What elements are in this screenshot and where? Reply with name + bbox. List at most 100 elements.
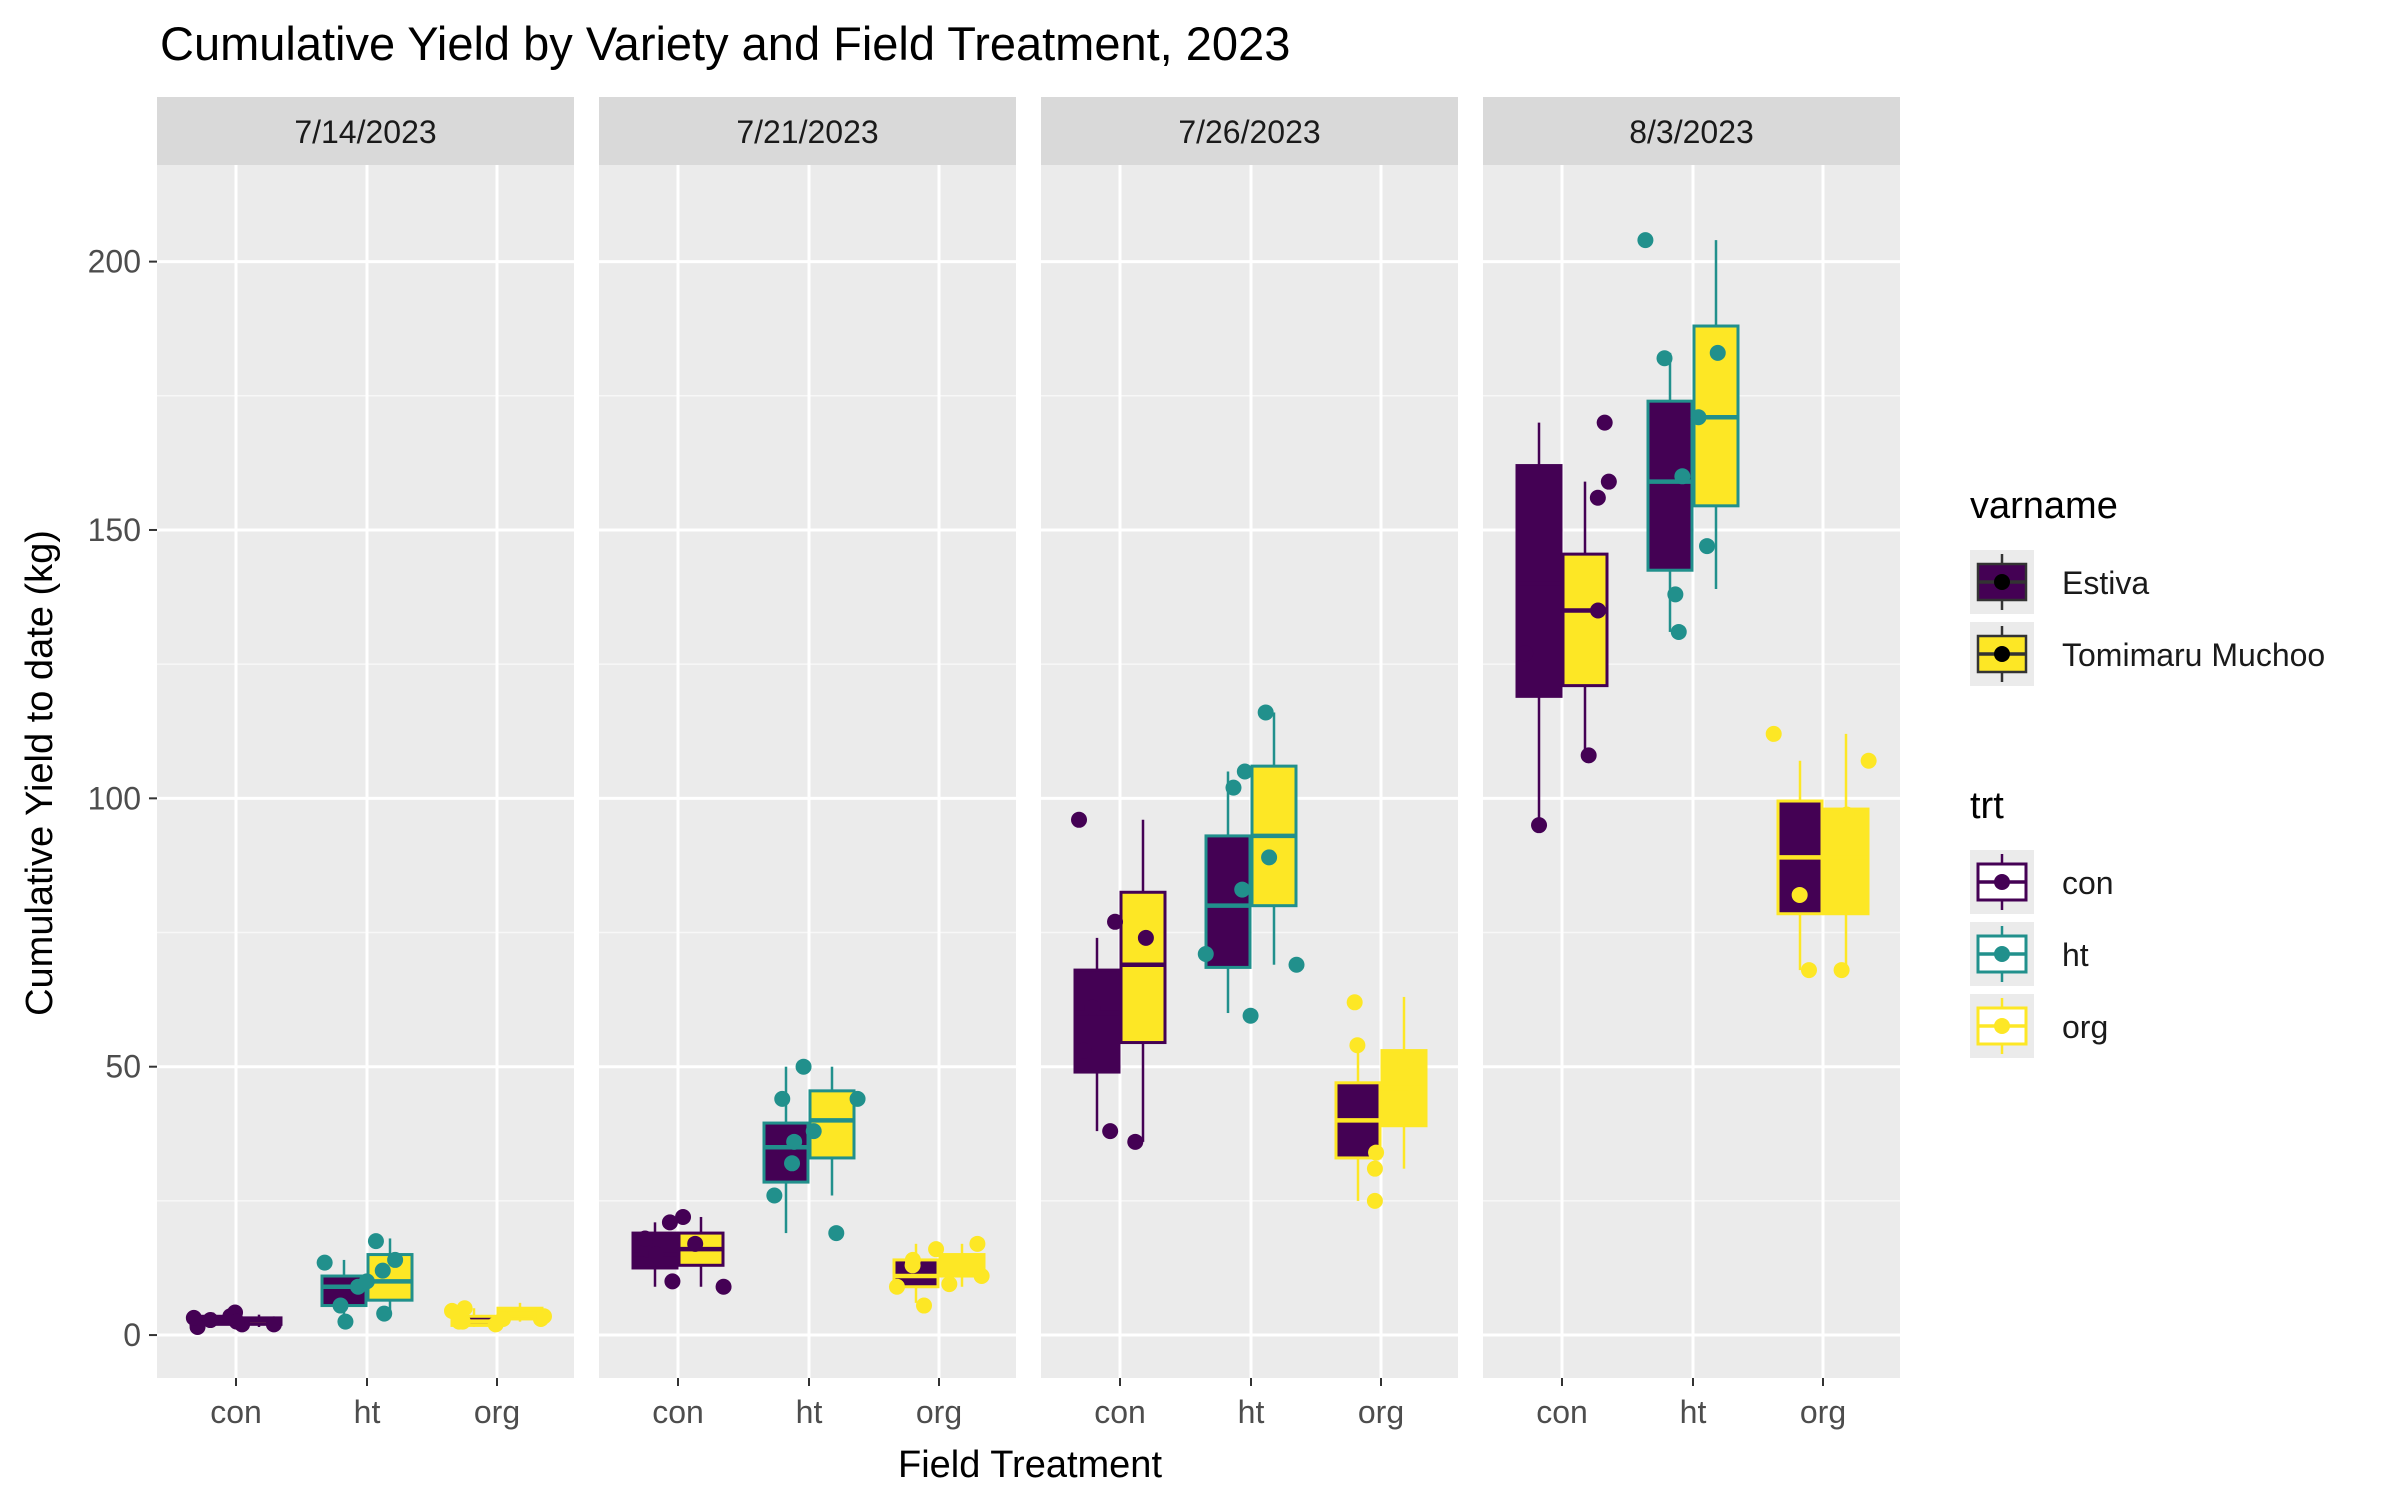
data-point [1690, 409, 1707, 426]
data-point [888, 1278, 905, 1295]
data-point [664, 1273, 681, 1290]
x-axis-label: Field Treatment [898, 1444, 1162, 1486]
data-point [1288, 956, 1305, 973]
box-org [1822, 733, 1870, 971]
data-point [661, 1214, 678, 1231]
data-point [487, 1316, 504, 1333]
data-point [1261, 849, 1278, 866]
data-point [687, 1235, 704, 1252]
data-point [637, 1230, 654, 1247]
legend-label: ht [2062, 937, 2089, 973]
data-point [1368, 1144, 1385, 1161]
legend-title-varname: varname [1970, 485, 2118, 527]
legend-key-point [1994, 646, 2010, 662]
data-point [1589, 489, 1606, 506]
data-point [456, 1300, 473, 1317]
box-con [1073, 937, 1121, 1132]
data-point [1765, 725, 1782, 742]
data-point [376, 1305, 393, 1322]
legend-key-point [1994, 874, 2010, 890]
box-con [1119, 819, 1167, 1142]
data-point [1071, 811, 1088, 828]
data-point [374, 1262, 391, 1279]
box-body [762, 1121, 810, 1184]
y-tick-label: 0 [123, 1317, 141, 1353]
x-tick-label: ht [796, 1394, 823, 1430]
data-point [332, 1297, 349, 1314]
box-body [1204, 834, 1252, 969]
data-point [451, 1313, 468, 1330]
data-point [535, 1308, 552, 1325]
data-point [1137, 929, 1154, 946]
facet-strip [157, 97, 574, 165]
data-point [973, 1268, 990, 1285]
data-point [1590, 602, 1607, 619]
x-tick-label: ht [354, 1394, 381, 1430]
y-tick-label: 50 [105, 1049, 141, 1085]
data-point [1517, 645, 1534, 662]
data-point [1580, 747, 1597, 764]
data-point [928, 1241, 945, 1258]
data-point [1366, 1192, 1383, 1209]
data-point [1397, 1053, 1414, 1070]
facet-panel: 7/26/2023 con ht org [1041, 97, 1458, 1430]
x-tick-label: ht [1238, 1394, 1265, 1430]
box-org [938, 1243, 986, 1287]
box-body [1515, 464, 1563, 698]
data-point [1102, 1123, 1119, 1140]
data-point [828, 1225, 845, 1242]
data-point [675, 1208, 692, 1225]
y-tick-label: 200 [88, 244, 141, 280]
data-point [786, 1133, 803, 1150]
data-point [358, 1273, 375, 1290]
facet-strip-label: 7/21/2023 [736, 114, 878, 150]
legend-label: org [2062, 1009, 2108, 1045]
data-point [387, 1251, 404, 1268]
y-tick-label: 100 [88, 780, 141, 816]
data-point [648, 1246, 665, 1263]
facet-strip-label: 8/3/2023 [1629, 114, 1754, 150]
data-point [265, 1316, 282, 1333]
legend-label: Estiva [2062, 565, 2149, 601]
facet-strip [1483, 97, 1900, 165]
data-point [1346, 994, 1363, 1011]
box-body [1073, 968, 1121, 1074]
x-tick-label: ht [1680, 1394, 1707, 1430]
box-body [1561, 552, 1609, 688]
data-point [715, 1278, 732, 1295]
data-point [337, 1313, 354, 1330]
box-body [1646, 399, 1694, 572]
data-point [766, 1187, 783, 1204]
data-point [1800, 962, 1817, 979]
data-point [1674, 468, 1691, 485]
data-point [1667, 586, 1684, 603]
facet-strip-label: 7/26/2023 [1178, 114, 1320, 150]
data-point [1257, 704, 1274, 721]
facet-strip [1041, 97, 1458, 165]
data-point [1531, 817, 1548, 834]
data-point [1075, 1042, 1092, 1059]
data-point [1349, 1037, 1366, 1054]
box-body [1822, 807, 1870, 916]
data-point [916, 1297, 933, 1314]
facet-panel: 8/3/2023 con ht org [1483, 97, 1900, 1430]
data-point [1699, 538, 1716, 555]
data-point [805, 1123, 822, 1140]
data-point [1656, 350, 1673, 367]
chart-title: Cumulative Yield by Variety and Field Tr… [160, 17, 1290, 70]
data-point [1596, 414, 1613, 431]
y-axis-label: Cumulative Yield to date (kg) [19, 530, 61, 1016]
legend-label: con [2062, 865, 2114, 901]
x-tick-label: con [210, 1394, 262, 1430]
data-point [784, 1155, 801, 1172]
facet-strip [599, 97, 1016, 165]
data-point [1709, 344, 1726, 361]
data-point [185, 1309, 202, 1326]
data-point [1225, 779, 1242, 796]
legend-label: Tomimaru Muchoo [2062, 637, 2325, 673]
data-point [1084, 999, 1101, 1016]
x-tick-label: org [916, 1394, 962, 1430]
data-point [1838, 806, 1855, 823]
box-ht [762, 1066, 810, 1234]
